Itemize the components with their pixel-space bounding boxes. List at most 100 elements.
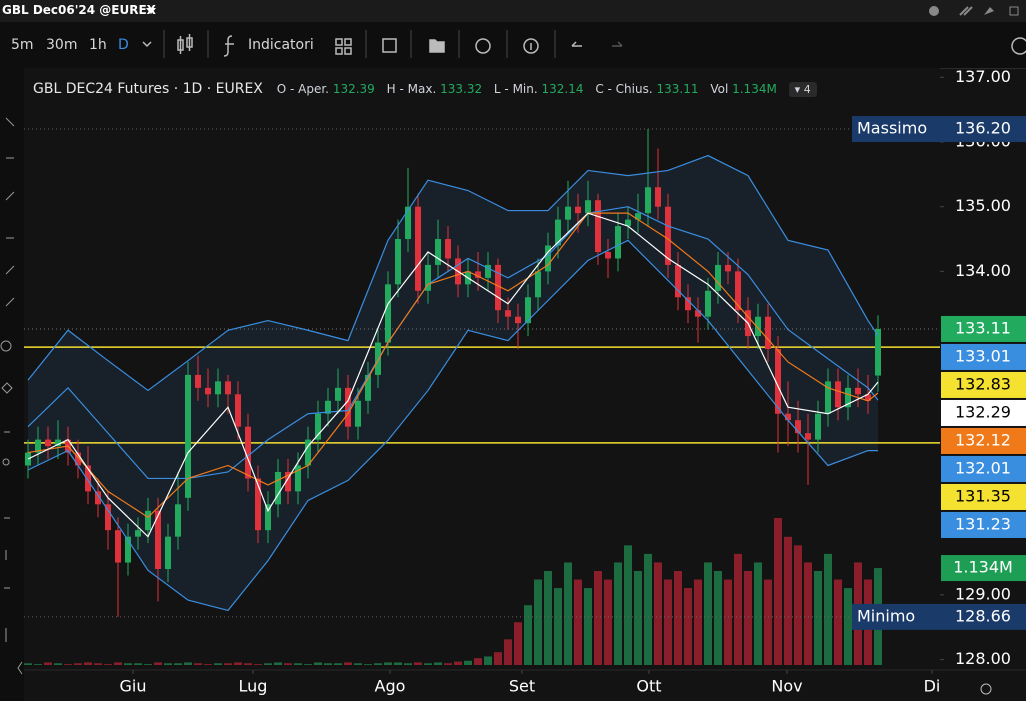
candle-body (145, 510, 151, 531)
candle-body (95, 491, 101, 505)
volume-bar (794, 545, 802, 665)
price-marker (941, 399, 1026, 426)
indicators-button[interactable]: Indicatori (248, 37, 314, 53)
volume-bar (84, 662, 92, 665)
extreme-value: 128.66 (955, 606, 1011, 625)
candle-body (515, 316, 521, 324)
volume-bar (564, 562, 572, 665)
candle-body (635, 213, 641, 220)
volume-bar (104, 664, 112, 665)
indicator-line (27, 212, 879, 519)
volume-bar (464, 660, 472, 665)
candle-body (795, 420, 801, 434)
interval-button[interactable]: D (118, 37, 129, 53)
toolbar-icons (142, 30, 1026, 58)
volume-bar (214, 663, 222, 665)
volume-bar (534, 579, 542, 665)
volume-bar (784, 536, 792, 665)
price-marker-label: 133.11 (955, 318, 1011, 337)
candle-body (665, 206, 671, 265)
drawing-tools (0, 117, 23, 675)
candle-body (565, 206, 571, 220)
candle-body (155, 510, 161, 570)
candle-body (405, 206, 411, 240)
interval-button[interactable]: 5m (11, 37, 34, 53)
volume-bar (274, 662, 282, 665)
volume-bar (474, 658, 482, 665)
volume-bar (504, 639, 512, 665)
volume-bar (434, 662, 442, 665)
legend-value: 132.14 (541, 82, 584, 96)
candle-body (705, 290, 711, 317)
x-tick-label: Giu (120, 677, 147, 696)
volume-bar (74, 663, 82, 665)
price-marker-label: 133.01 (955, 346, 1011, 365)
volume-bar (524, 605, 532, 665)
price-marker (941, 511, 1026, 538)
candle-body (845, 387, 851, 408)
volume-bar (404, 663, 412, 665)
candle-body (325, 400, 331, 414)
candle-body (495, 264, 501, 311)
volume-bar (294, 663, 302, 665)
volume-bar (634, 570, 642, 665)
volume-bar (374, 663, 382, 665)
interval-button[interactable]: 30m (46, 37, 78, 53)
legend-value: 133.11 (656, 82, 699, 96)
volume-bar (264, 663, 272, 665)
indicator-badge[interactable]: ▾ 4 (788, 82, 817, 97)
candle-body (765, 316, 771, 350)
candle-body (75, 452, 81, 466)
candle-body (425, 264, 431, 291)
volume-bar (454, 661, 462, 665)
candle-body (395, 239, 401, 285)
chart-title: GBL DEC24 Futures · 1D · EUREX (33, 81, 263, 97)
volume-bar (584, 588, 592, 665)
candle-body (485, 264, 491, 278)
candle-body (675, 264, 681, 298)
candle-body (275, 471, 281, 505)
candle-body (85, 465, 91, 492)
price-marker-label: 132.01 (955, 458, 1011, 477)
candle-body (525, 297, 531, 324)
chart-panel[interactable]: 128.00129.00134.00135.00136.00137.00GiuL… (0, 68, 1026, 701)
settings-icon[interactable] (980, 683, 992, 695)
candle-body (755, 316, 761, 337)
symbol[interactable]: GBL Dec06'24 @EUREX (2, 3, 156, 17)
top-bar: GBL Dec06'24 @EUREX (0, 0, 1026, 22)
candle-body (255, 478, 261, 531)
volume-bar (694, 579, 702, 665)
extreme-marker (852, 603, 1026, 630)
interval-button[interactable]: 1h (89, 37, 107, 53)
window-icons[interactable] (926, 3, 1022, 19)
volume-bar (684, 588, 692, 665)
dropdown-icon[interactable] (146, 7, 156, 15)
candle-body (165, 536, 171, 570)
candle-body (365, 374, 371, 401)
volume-bar (664, 579, 672, 665)
price-marker (941, 315, 1026, 342)
extreme-name: Minimo (857, 606, 915, 625)
volume-bar (174, 663, 182, 665)
price-marker (941, 483, 1026, 510)
volume-bar (754, 562, 762, 665)
legend-value: 132.39 (332, 82, 375, 96)
volume-bar (34, 664, 42, 665)
price-marker (941, 343, 1026, 370)
legend-label: Vol (710, 82, 729, 96)
volume-bar (124, 663, 132, 665)
candle-body (815, 413, 821, 440)
legend-value: 133.32 (440, 82, 483, 96)
candle-body (715, 264, 721, 291)
volume-bar (184, 662, 192, 665)
candle-body (545, 245, 551, 272)
candle-body (195, 374, 201, 388)
candle-body (55, 439, 61, 447)
price-marker-label: 132.12 (955, 430, 1011, 449)
y-tick-label: 135.00 (955, 196, 1011, 215)
volume-bar (724, 579, 732, 665)
candle-body (315, 413, 321, 440)
candle-body (415, 206, 421, 291)
volume-marker-label: 1.134M (953, 558, 1013, 577)
